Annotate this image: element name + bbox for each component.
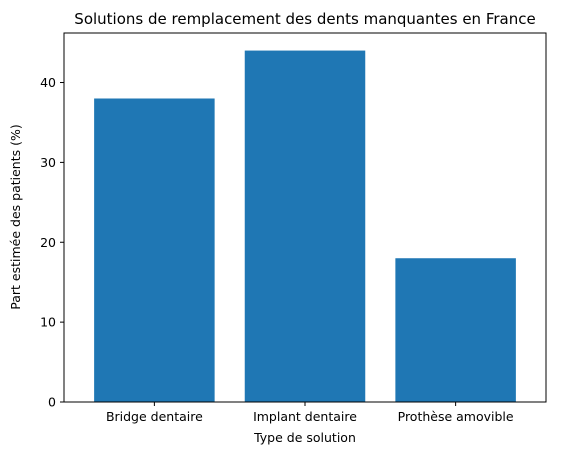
x-axis-label: Type de solution xyxy=(253,430,356,445)
bar-2 xyxy=(395,258,516,402)
x-tick-label-0: Bridge dentaire xyxy=(106,409,203,424)
y-tick-label-3: 30 xyxy=(40,155,56,170)
y-axis-ticks: 0 10 20 30 40 xyxy=(40,75,64,410)
chart-title: Solutions de remplacement des dents manq… xyxy=(74,10,535,28)
x-axis-ticks: Bridge dentaire Implant dentaire Prothèse … xyxy=(106,402,514,424)
y-axis-label: Part estimée des patients (%) xyxy=(8,124,23,309)
x-tick-label-1: Implant dentaire xyxy=(253,409,357,424)
bars-group xyxy=(94,50,516,403)
bar-0 xyxy=(94,98,215,403)
y-tick-label-4: 40 xyxy=(40,75,56,90)
y-tick-label-0: 0 xyxy=(48,395,56,410)
y-tick-label-1: 10 xyxy=(40,315,56,330)
bar-1 xyxy=(244,50,366,402)
y-tick-label-2: 20 xyxy=(40,235,56,250)
x-tick-label-2: Prothèse amovible xyxy=(398,409,514,424)
